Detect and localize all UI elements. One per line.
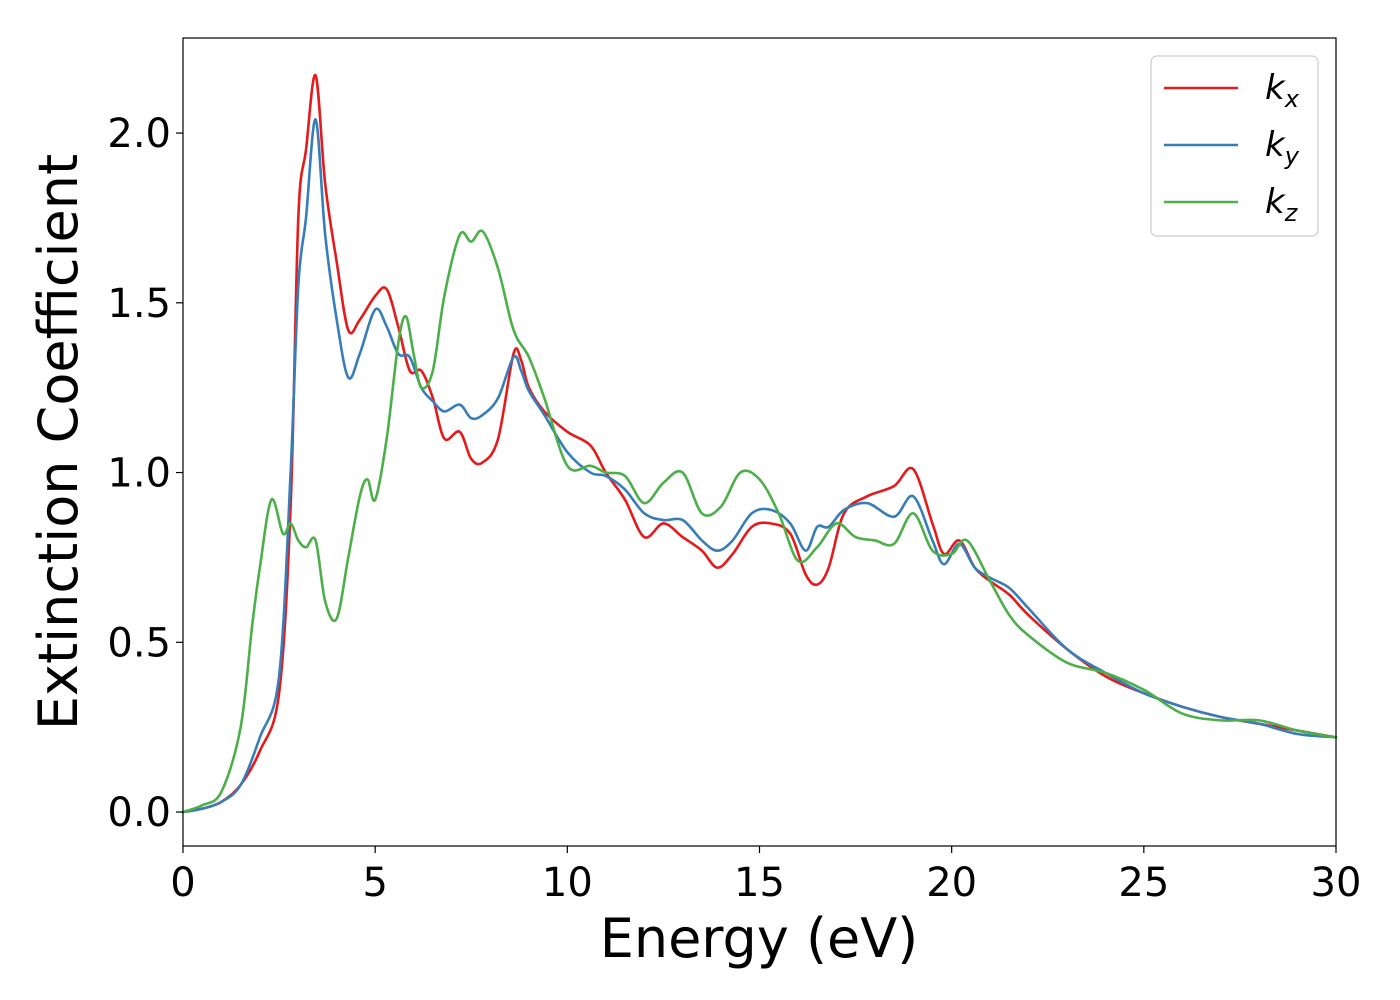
series-lines [181, 74, 1338, 814]
x-axis-ticks: 0 5 10 15 20 25 30 [170, 846, 1361, 906]
x-tick-label: 15 [734, 860, 785, 906]
x-tick-label: 10 [542, 860, 593, 906]
y-tick-label: 1.0 [107, 451, 171, 497]
y-axis-ticks: 0.0 0.5 1.0 1.5 2.0 [107, 111, 183, 836]
series-line-y [181, 118, 1338, 814]
x-axis-label: Energy (eV) [600, 907, 919, 970]
x-tick-label: 20 [926, 860, 977, 906]
x-tick-label: 5 [362, 860, 387, 906]
y-tick-label: 1.5 [107, 281, 171, 327]
y-axis-label: Extinction Coefficient [27, 154, 90, 730]
x-tick-label: 30 [1311, 860, 1362, 906]
y-tick-label: 0.0 [107, 790, 171, 836]
legend-label-y: ky [1265, 125, 1300, 170]
y-tick-label: 0.5 [107, 620, 171, 666]
legend-label-z: kz [1265, 182, 1299, 227]
x-tick-label: 0 [170, 860, 195, 906]
legend-label-x: kx [1265, 68, 1300, 113]
x-tick-label: 25 [1118, 860, 1169, 906]
legend: kx ky kz [1150, 55, 1319, 237]
series-line-z [181, 229, 1338, 814]
y-tick-label: 2.0 [107, 111, 171, 157]
